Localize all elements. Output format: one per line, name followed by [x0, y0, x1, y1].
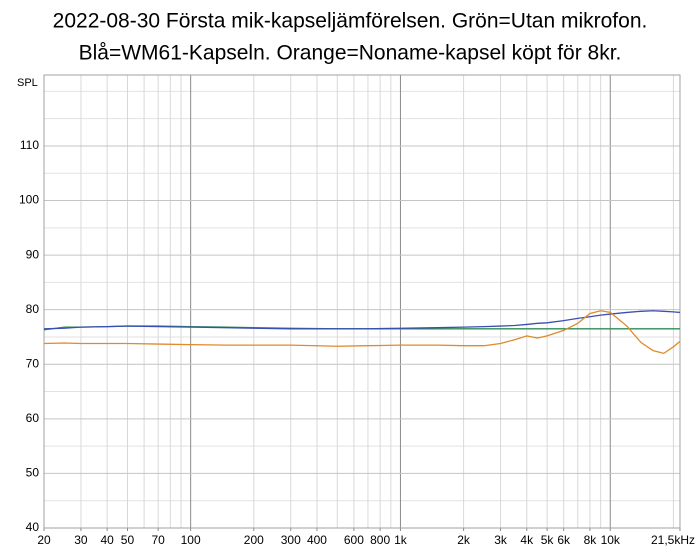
y-tick-label: 80 — [26, 302, 40, 316]
y-tick-label: 90 — [26, 247, 40, 261]
x-tick-label: 6k — [557, 533, 571, 547]
plot-border — [43, 74, 681, 529]
x-tick-label: 1k — [394, 533, 408, 547]
x-tick-label: 20 — [37, 533, 51, 547]
y-tick-label: 50 — [26, 466, 40, 480]
x-tick-label: 10k — [601, 533, 621, 547]
x-tick-label: 200 — [244, 533, 264, 547]
series-line — [43, 310, 681, 355]
x-tick-label: 2k — [457, 533, 471, 547]
x-tick-label: 300 — [281, 533, 301, 547]
y-tick-label: 100 — [19, 193, 39, 207]
x-tick-label: 600 — [344, 533, 364, 547]
y-tick-label: 40 — [26, 520, 40, 534]
x-tick-label: 21,5kHz — [651, 533, 695, 547]
x-tick-label: 5k — [541, 533, 555, 547]
x-tick-label: 100 — [181, 533, 201, 547]
x-tick-label: 3k — [494, 533, 508, 547]
chart-title: 2022-08-30 Första mik-kapseljämförelsen.… — [53, 10, 648, 33]
x-tick-label: 400 — [307, 533, 327, 547]
y-tick-label: 110 — [20, 138, 39, 152]
y-axis-label: SPL — [17, 77, 38, 89]
x-tick-label: 50 — [121, 533, 135, 547]
x-tick-label: 4k — [520, 533, 534, 547]
y-tick-label: 70 — [26, 356, 40, 370]
x-tick-label: 70 — [151, 533, 165, 547]
x-tick-label: 40 — [100, 533, 114, 547]
chart-title: Blå=WM61-Kapseln. Orange=Noname-kapsel k… — [79, 42, 622, 65]
series-line — [43, 310, 681, 330]
x-tick-label: 800 — [370, 533, 390, 547]
x-tick-label: 30 — [74, 533, 88, 547]
x-tick-label: 8k — [584, 533, 598, 547]
y-tick-label: 60 — [26, 411, 40, 425]
